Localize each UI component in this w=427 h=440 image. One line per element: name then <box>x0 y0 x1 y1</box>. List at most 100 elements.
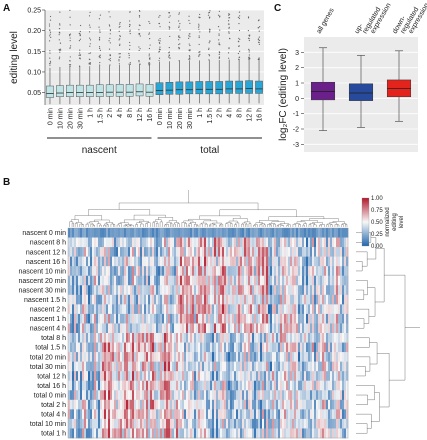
heatmap-cell <box>336 323 339 334</box>
heatmap-cell <box>224 399 227 410</box>
heatmap-cell <box>270 371 273 382</box>
box <box>115 84 124 97</box>
outlier-point <box>248 35 251 37</box>
heatmap-cell <box>250 304 253 315</box>
heatmap-cell <box>84 371 87 382</box>
heatmap-cell <box>308 275 311 286</box>
heatmap-cell <box>138 333 141 343</box>
heatmap-cell <box>282 333 285 343</box>
heatmap-cell <box>102 275 105 286</box>
heatmap-cell <box>324 409 327 420</box>
heatmap-cell <box>80 371 83 382</box>
heatmap-cell <box>216 399 219 410</box>
heatmap-cell <box>186 275 189 286</box>
heatmap-cell <box>126 333 129 343</box>
heatmap-cell <box>286 409 289 420</box>
heatmap-cell <box>220 247 223 257</box>
heatmap-cell <box>314 228 317 238</box>
heatmap-cell <box>218 228 221 238</box>
heatmap-cell <box>144 371 147 382</box>
heatmap-cell <box>82 399 85 410</box>
heatmap-cell <box>288 228 291 238</box>
heatmap-cell <box>202 371 205 382</box>
heatmap-cell <box>74 275 77 286</box>
outlier-point <box>138 29 140 31</box>
heatmap-cell <box>152 399 155 410</box>
heatmap-cell <box>184 323 187 334</box>
heatmap-cell <box>120 409 123 420</box>
heatmap-cell <box>112 361 115 372</box>
heatmap-cell <box>218 247 221 257</box>
heatmap-cell <box>212 313 215 324</box>
heatmap-cell <box>258 371 261 382</box>
heatmap-cell <box>334 361 337 372</box>
outlier-point <box>247 16 250 18</box>
heatmap-cell <box>214 237 217 248</box>
heatmap-cell <box>280 275 283 286</box>
heatmap-cell <box>290 361 293 372</box>
heatmap-cell <box>266 342 269 353</box>
heatmap-cell <box>180 361 183 372</box>
outlier-point <box>69 24 71 26</box>
heatmap-cell <box>234 361 237 372</box>
heatmap-cell <box>234 285 237 296</box>
heatmap-cell <box>124 418 127 429</box>
heatmap-cell <box>166 352 169 362</box>
heatmap-cell <box>132 399 135 410</box>
heatmap-cell <box>296 390 299 401</box>
heatmap-cell <box>334 275 337 286</box>
heatmap-cell <box>124 266 127 277</box>
heatmap-cell <box>76 285 79 296</box>
heatmap-row-label: total 12 h <box>37 373 66 380</box>
heatmap-cell <box>206 399 209 410</box>
heatmap-cell <box>190 390 193 401</box>
heatmap-cell <box>208 247 211 257</box>
heatmap-cell <box>156 275 159 286</box>
x-tick-label: 8 h <box>127 108 134 118</box>
outlier-point <box>239 50 241 53</box>
heatmap-cell <box>260 237 263 248</box>
heatmap-cell <box>240 323 243 334</box>
heatmap-cell <box>232 228 235 238</box>
heatmap-cell <box>116 304 119 315</box>
heatmap-cell <box>344 285 347 296</box>
x-tick-label: 16 h <box>257 108 264 122</box>
heatmap-cell <box>158 237 161 248</box>
outlier-point <box>108 48 111 50</box>
heatmap-cell <box>114 428 117 439</box>
heatmap-cell <box>278 371 281 382</box>
heatmap-cell <box>312 409 315 420</box>
heatmap-cell <box>312 304 315 315</box>
heatmap-cell <box>272 275 275 286</box>
heatmap-cell <box>74 371 77 382</box>
heatmap-cell <box>258 380 261 391</box>
heatmap-cell <box>278 428 281 439</box>
heatmap-cell <box>118 247 121 257</box>
legend-tick-label: 0.50 <box>371 220 383 226</box>
heatmap-cell <box>90 266 93 277</box>
heatmap-cell <box>128 285 131 296</box>
outlier-point <box>258 57 260 59</box>
heatmap-cell <box>278 399 281 410</box>
heatmap-cell <box>182 313 185 324</box>
heatmap-cell <box>98 409 101 420</box>
outlier-point <box>89 45 91 47</box>
heatmap-cell <box>318 247 321 257</box>
heatmap-cell <box>338 275 341 286</box>
y-tick-label: 0.20 <box>27 28 41 35</box>
heatmap-cell <box>170 228 173 238</box>
heatmap-cell <box>190 256 193 267</box>
heatmap-cell <box>164 275 167 286</box>
heatmap-cell <box>322 352 325 362</box>
heatmap-cell <box>344 371 347 382</box>
heatmap-cell <box>234 237 237 248</box>
heatmap-cell <box>258 390 261 401</box>
heatmap-cell <box>322 342 325 353</box>
heatmap-cell <box>86 247 89 257</box>
heatmap-cell <box>254 361 257 372</box>
heatmap-cell <box>262 399 265 410</box>
heatmap-cell <box>104 275 107 286</box>
box <box>135 83 144 97</box>
heatmap-cell <box>100 418 103 429</box>
